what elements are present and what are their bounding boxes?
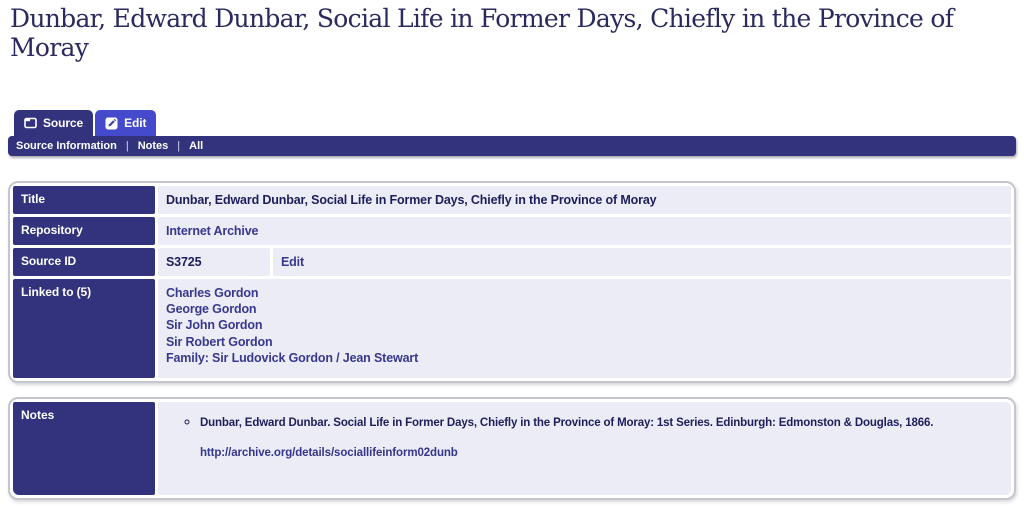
subnav-item-all[interactable]: All [189, 140, 204, 152]
book-icon [24, 117, 37, 129]
tab-edit-label: Edit [124, 116, 147, 130]
note-url-link[interactable]: http://archive.org/details/sociallifeinf… [200, 447, 458, 459]
linked-person-link[interactable]: Sir Robert Gordon [166, 334, 273, 349]
edit-link[interactable]: Edit [281, 255, 305, 269]
facts-panel: Title Dunbar, Edward Dunbar, Social Life… [8, 181, 1016, 383]
fact-value-title: Dunbar, Edward Dunbar, Social Life in Fo… [158, 186, 1011, 214]
edit-icon [105, 117, 118, 130]
tab-source[interactable]: Source [14, 110, 94, 136]
linked-person-link[interactable]: Sir John Gordon [166, 318, 263, 333]
subnav-item-notes[interactable]: Notes [137, 140, 169, 152]
tab-bar: Source Edit [14, 110, 157, 136]
note-item: Dunbar, Edward Dunbar. Social Life in Fo… [200, 413, 1003, 461]
source-id-action-cell: Edit [273, 248, 1011, 276]
page-title: Dunbar, Edward Dunbar, Social Life in Fo… [10, 4, 954, 62]
fact-row-repository: Repository Internet Archive [13, 217, 1011, 245]
fact-label-linked-to: Linked to (5) [13, 279, 155, 378]
subnav-item-source-information[interactable]: Source Information [16, 140, 117, 152]
linked-family-link[interactable]: Family: Sir Ludovick Gordon / Jean Stewa… [166, 350, 419, 365]
fact-value-repository: Internet Archive [158, 217, 1011, 245]
tab-edit[interactable]: Edit [95, 110, 157, 136]
subnav-separator: | [125, 140, 129, 152]
linked-person-link[interactable]: George Gordon [166, 302, 257, 317]
notes-list: Dunbar, Edward Dunbar. Social Life in Fo… [186, 413, 1003, 461]
fact-row-title: Title Dunbar, Edward Dunbar, Social Life… [13, 186, 1011, 214]
fact-row-source-id: Source ID S3725 Edit [13, 248, 1011, 276]
repository-link[interactable]: Internet Archive [166, 224, 259, 238]
subnav-bar: Source Information | Notes | All [8, 136, 1016, 156]
fact-row-linked-to: Linked to (5) Charles Gordon George Gord… [13, 279, 1011, 378]
subnav-separator: | [177, 140, 181, 152]
fact-label-source-id: Source ID [13, 248, 155, 276]
note-text: Dunbar, Edward Dunbar. Social Life in Fo… [200, 417, 934, 429]
source-id-value: S3725 [158, 248, 270, 276]
fact-label-repository: Repository [13, 217, 155, 245]
notes-panel: Notes Dunbar, Edward Dunbar. Social Life… [8, 397, 1016, 500]
notes-label: Notes [13, 402, 155, 495]
linked-person-link[interactable]: Charles Gordon [166, 286, 259, 300]
fact-label-title: Title [13, 186, 155, 214]
linked-to-list: Charles Gordon George Gordon Sir John Go… [158, 279, 1011, 378]
notes-content: Dunbar, Edward Dunbar. Social Life in Fo… [158, 402, 1011, 495]
tab-source-label: Source [43, 116, 84, 130]
